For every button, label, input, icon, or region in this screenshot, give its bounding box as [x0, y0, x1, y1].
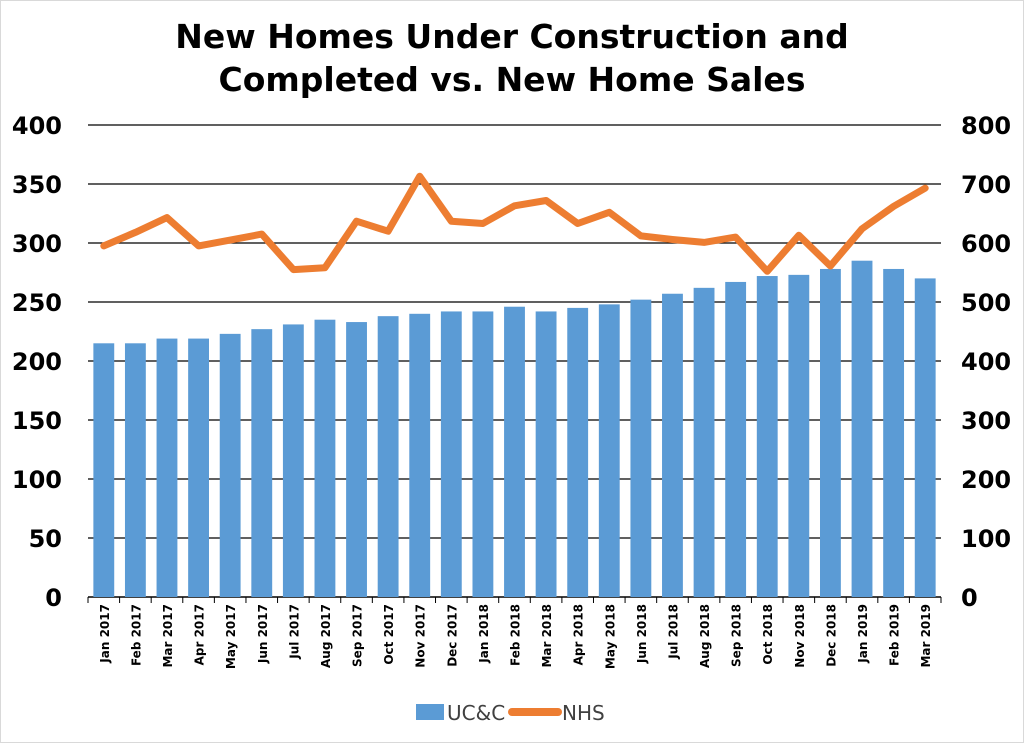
bar	[693, 287, 715, 597]
x-tick-label: Jun 2018	[635, 604, 649, 664]
right-tick-label: 100	[961, 525, 1011, 553]
right-tick-label: 200	[961, 466, 1011, 494]
x-tick-label: Nov 2017	[414, 604, 428, 668]
x-tick-label: Mar 2017	[161, 604, 175, 668]
bar-series	[93, 260, 936, 597]
legend: UC&C NHS	[416, 701, 605, 725]
bar	[314, 319, 336, 597]
x-tick-label: Dec 2017	[445, 604, 459, 667]
x-tick-label: May 2017	[224, 604, 238, 669]
x-tick-label: Mar 2019	[919, 604, 933, 668]
x-tick-label: Apr 2018	[572, 604, 586, 665]
right-tick-label: 600	[961, 230, 1011, 258]
left-tick-label: 50	[29, 525, 62, 553]
left-axis-ticks: 0 50 100 150 200 250 300 350 400	[12, 112, 62, 612]
left-tick-label: 300	[12, 230, 62, 258]
bar	[440, 311, 462, 597]
legend-label-nhs: NHS	[562, 701, 605, 725]
bar	[282, 324, 304, 597]
legend-swatch-ucc	[416, 704, 444, 720]
bar	[188, 338, 209, 597]
left-tick-label: 400	[12, 112, 62, 140]
left-tick-label: 0	[45, 584, 62, 612]
x-tick-label: Oct 2017	[382, 604, 396, 665]
x-tick-label: Dec 2018	[824, 604, 838, 667]
bar	[662, 293, 683, 597]
left-tick-label: 250	[12, 289, 62, 317]
x-axis-ticks: Jan 2017 Feb 2017 Mar 2017 Apr 2017 May 2017…	[98, 604, 933, 669]
right-tick-label: 500	[961, 289, 1011, 317]
x-tick-label: Feb 2017	[129, 604, 143, 666]
chart-title-line-1: New Homes Under Construction and	[175, 17, 848, 56]
x-tick-label: Jan 2017	[98, 604, 112, 664]
bar	[535, 311, 557, 597]
x-tick-label: Oct 2018	[761, 604, 775, 665]
left-tick-label: 350	[12, 171, 62, 199]
bar	[756, 276, 778, 597]
x-tick-label: Aug 2017	[319, 604, 333, 668]
bar	[219, 333, 241, 597]
bar	[156, 338, 178, 597]
bar	[630, 299, 652, 597]
bar	[788, 274, 810, 597]
left-tick-label: 100	[12, 466, 62, 494]
bar	[567, 307, 589, 597]
left-tick-label: 150	[12, 407, 62, 435]
bar	[124, 343, 146, 597]
bar	[472, 311, 494, 597]
right-axis-ticks: 0 100 200 300 400 500 600 700 800	[961, 112, 1011, 612]
x-tick-label: Jul 2017	[287, 604, 301, 660]
x-tick-label: Feb 2018	[509, 604, 523, 666]
x-tick-label: May 2018	[603, 604, 617, 669]
x-tick-label: Sep 2018	[730, 604, 744, 667]
bar	[504, 306, 525, 597]
x-tick-label: Aug 2018	[698, 604, 712, 668]
bar	[914, 278, 936, 597]
x-tick-label: Jan 2018	[477, 604, 491, 664]
bar	[93, 343, 115, 597]
x-tick-label: Jul 2018	[666, 604, 680, 660]
bar	[409, 313, 431, 597]
bar	[377, 316, 399, 597]
legend-label-ucc: UC&C	[447, 701, 505, 725]
line-series	[100, 172, 929, 275]
x-tick-label: Feb 2019	[888, 604, 902, 666]
bar	[883, 268, 905, 597]
bar	[598, 304, 620, 597]
x-tick-label: Apr 2017	[193, 604, 207, 665]
bar	[820, 268, 841, 597]
x-tick-label: Mar 2018	[540, 604, 554, 668]
bar	[251, 329, 273, 597]
x-tick-label: Jun 2017	[256, 604, 270, 664]
right-tick-label: 300	[961, 407, 1011, 435]
bar	[851, 260, 873, 597]
right-tick-label: 800	[961, 112, 1011, 140]
right-tick-label: 0	[961, 584, 978, 612]
right-tick-label: 700	[961, 171, 1011, 199]
bar	[346, 322, 367, 597]
x-tick-label: Jan 2019	[856, 604, 870, 664]
x-tick-label: Nov 2018	[793, 604, 807, 668]
x-tick-label: Sep 2017	[351, 604, 365, 667]
series-line-nhs	[100, 172, 929, 275]
chart-title-line-2: Completed vs. New Home Sales	[219, 60, 806, 99]
right-tick-label: 400	[961, 348, 1011, 376]
left-tick-label: 200	[12, 348, 62, 376]
bar	[725, 281, 747, 597]
